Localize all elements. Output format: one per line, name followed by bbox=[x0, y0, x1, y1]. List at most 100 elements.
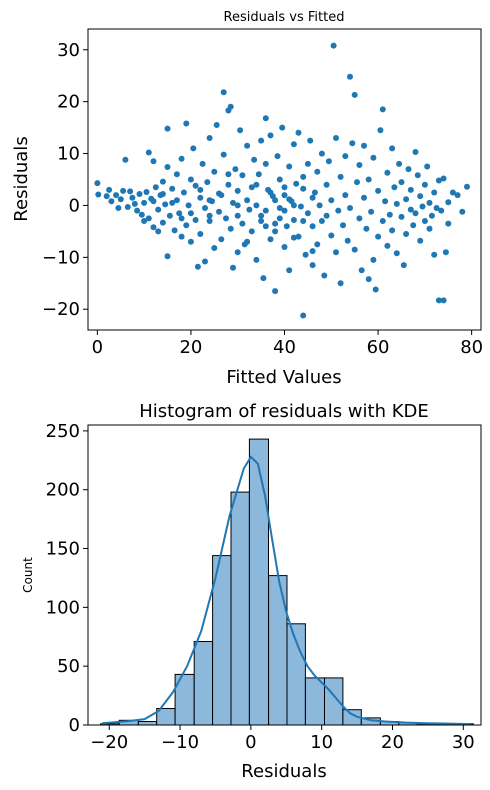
y-tick-label: −10 bbox=[42, 247, 80, 268]
histogram-bar bbox=[268, 575, 288, 726]
y-tick-label: 0 bbox=[69, 715, 80, 736]
scatter-point bbox=[426, 199, 433, 206]
scatter-point bbox=[417, 237, 424, 244]
scatter-point bbox=[421, 218, 428, 224]
histogram-bar bbox=[304, 677, 325, 726]
scatter-point bbox=[262, 160, 269, 167]
scatter-point bbox=[234, 212, 241, 219]
scatter-point bbox=[337, 173, 344, 180]
scatter-point bbox=[234, 249, 241, 256]
x-tick-label: 20 bbox=[179, 337, 202, 358]
scatter-point bbox=[232, 166, 239, 173]
scatter-point bbox=[290, 141, 297, 148]
scatter-point bbox=[293, 180, 300, 187]
scatter-point bbox=[234, 187, 241, 194]
scatter-plot-frame bbox=[87, 28, 482, 331]
x-tick-label: 20 bbox=[381, 732, 404, 753]
scatter-point bbox=[127, 188, 134, 195]
scatter-point bbox=[192, 217, 199, 223]
scatter-point bbox=[166, 212, 173, 219]
scatter-point bbox=[421, 181, 428, 188]
scatter-point bbox=[164, 125, 171, 132]
scatter-point bbox=[145, 149, 152, 156]
scatter-point bbox=[412, 210, 419, 217]
scatter-point bbox=[187, 210, 194, 217]
scatter-point bbox=[435, 177, 442, 184]
scatter-point bbox=[173, 171, 180, 178]
scatter-point bbox=[365, 276, 372, 283]
scatter-point bbox=[173, 197, 180, 204]
scatter-point bbox=[358, 267, 365, 274]
scatter-point bbox=[272, 288, 279, 295]
scatter-point bbox=[171, 227, 178, 234]
scatter-panel: Residuals vs Fitted 0 20 40 60 80 −20 −10 0 10 2… bbox=[11, 10, 483, 388]
scatter-point bbox=[398, 213, 405, 220]
scatter-point bbox=[459, 208, 466, 215]
scatter-point bbox=[117, 196, 124, 203]
scatter-point bbox=[333, 249, 339, 256]
scatter-point bbox=[248, 184, 255, 191]
scatter-point bbox=[286, 267, 293, 274]
scatter-point bbox=[187, 238, 194, 245]
scatter-point bbox=[314, 241, 321, 248]
scatter-point bbox=[300, 312, 307, 319]
scatter-point bbox=[414, 172, 421, 179]
scatter-point bbox=[295, 129, 302, 136]
scatter-point bbox=[403, 196, 410, 203]
y-tick-label: 10 bbox=[57, 144, 80, 165]
scatter-point bbox=[405, 166, 412, 173]
x-tick-label: 0 bbox=[92, 337, 103, 358]
scatter-point bbox=[211, 245, 218, 251]
histogram-title: Histogram of residuals with KDE bbox=[139, 401, 429, 422]
scatter-point bbox=[258, 137, 265, 144]
scatter-point bbox=[218, 236, 225, 243]
scatter-point bbox=[316, 202, 323, 209]
y-tick-label: 30 bbox=[57, 40, 80, 61]
scatter-point bbox=[290, 202, 297, 209]
scatter-point bbox=[251, 156, 258, 163]
scatter-point bbox=[323, 212, 330, 219]
scatter-point bbox=[344, 237, 351, 244]
scatter-point bbox=[199, 160, 206, 167]
x-tick-label: −10 bbox=[161, 732, 199, 753]
x-tick-label: 10 bbox=[310, 732, 333, 753]
scatter-point bbox=[260, 275, 267, 282]
histogram-bars bbox=[100, 438, 474, 726]
scatter-point bbox=[286, 163, 293, 170]
scatter-point bbox=[286, 196, 293, 203]
scatter-point bbox=[162, 201, 169, 208]
scatter-point bbox=[253, 256, 260, 263]
scatter-point bbox=[237, 127, 244, 134]
scatter-point bbox=[131, 200, 138, 207]
scatter-point bbox=[281, 207, 288, 214]
scatter-point bbox=[274, 153, 281, 160]
scatter-point bbox=[379, 218, 386, 224]
scatter-point bbox=[197, 186, 204, 193]
scatter-point bbox=[393, 250, 400, 257]
scatter-point bbox=[178, 155, 185, 162]
scatter-point bbox=[272, 228, 279, 235]
scatter-point bbox=[426, 225, 433, 232]
scatter-point bbox=[220, 151, 227, 158]
scatter-point bbox=[113, 192, 120, 199]
scatter-point bbox=[335, 207, 342, 214]
scatter-point bbox=[342, 153, 349, 160]
scatter-point bbox=[300, 218, 307, 224]
scatter-point bbox=[433, 205, 440, 211]
scatter-point bbox=[389, 227, 396, 234]
scatter-point bbox=[94, 180, 101, 187]
scatter-point bbox=[272, 220, 279, 227]
scatter-point bbox=[234, 202, 241, 209]
scatter-point bbox=[202, 258, 208, 265]
scatter-point bbox=[375, 233, 382, 240]
scatter-point bbox=[281, 184, 288, 191]
histogram-y-axis-label: Count bbox=[21, 557, 35, 593]
scatter-point bbox=[300, 185, 307, 192]
scatter-point bbox=[431, 189, 438, 196]
scatter-point bbox=[248, 228, 255, 235]
scatter-point bbox=[225, 181, 232, 188]
scatter-point bbox=[143, 189, 150, 195]
scatter-point bbox=[95, 191, 102, 198]
scatter-point bbox=[164, 164, 171, 170]
scatter-point bbox=[258, 212, 265, 219]
